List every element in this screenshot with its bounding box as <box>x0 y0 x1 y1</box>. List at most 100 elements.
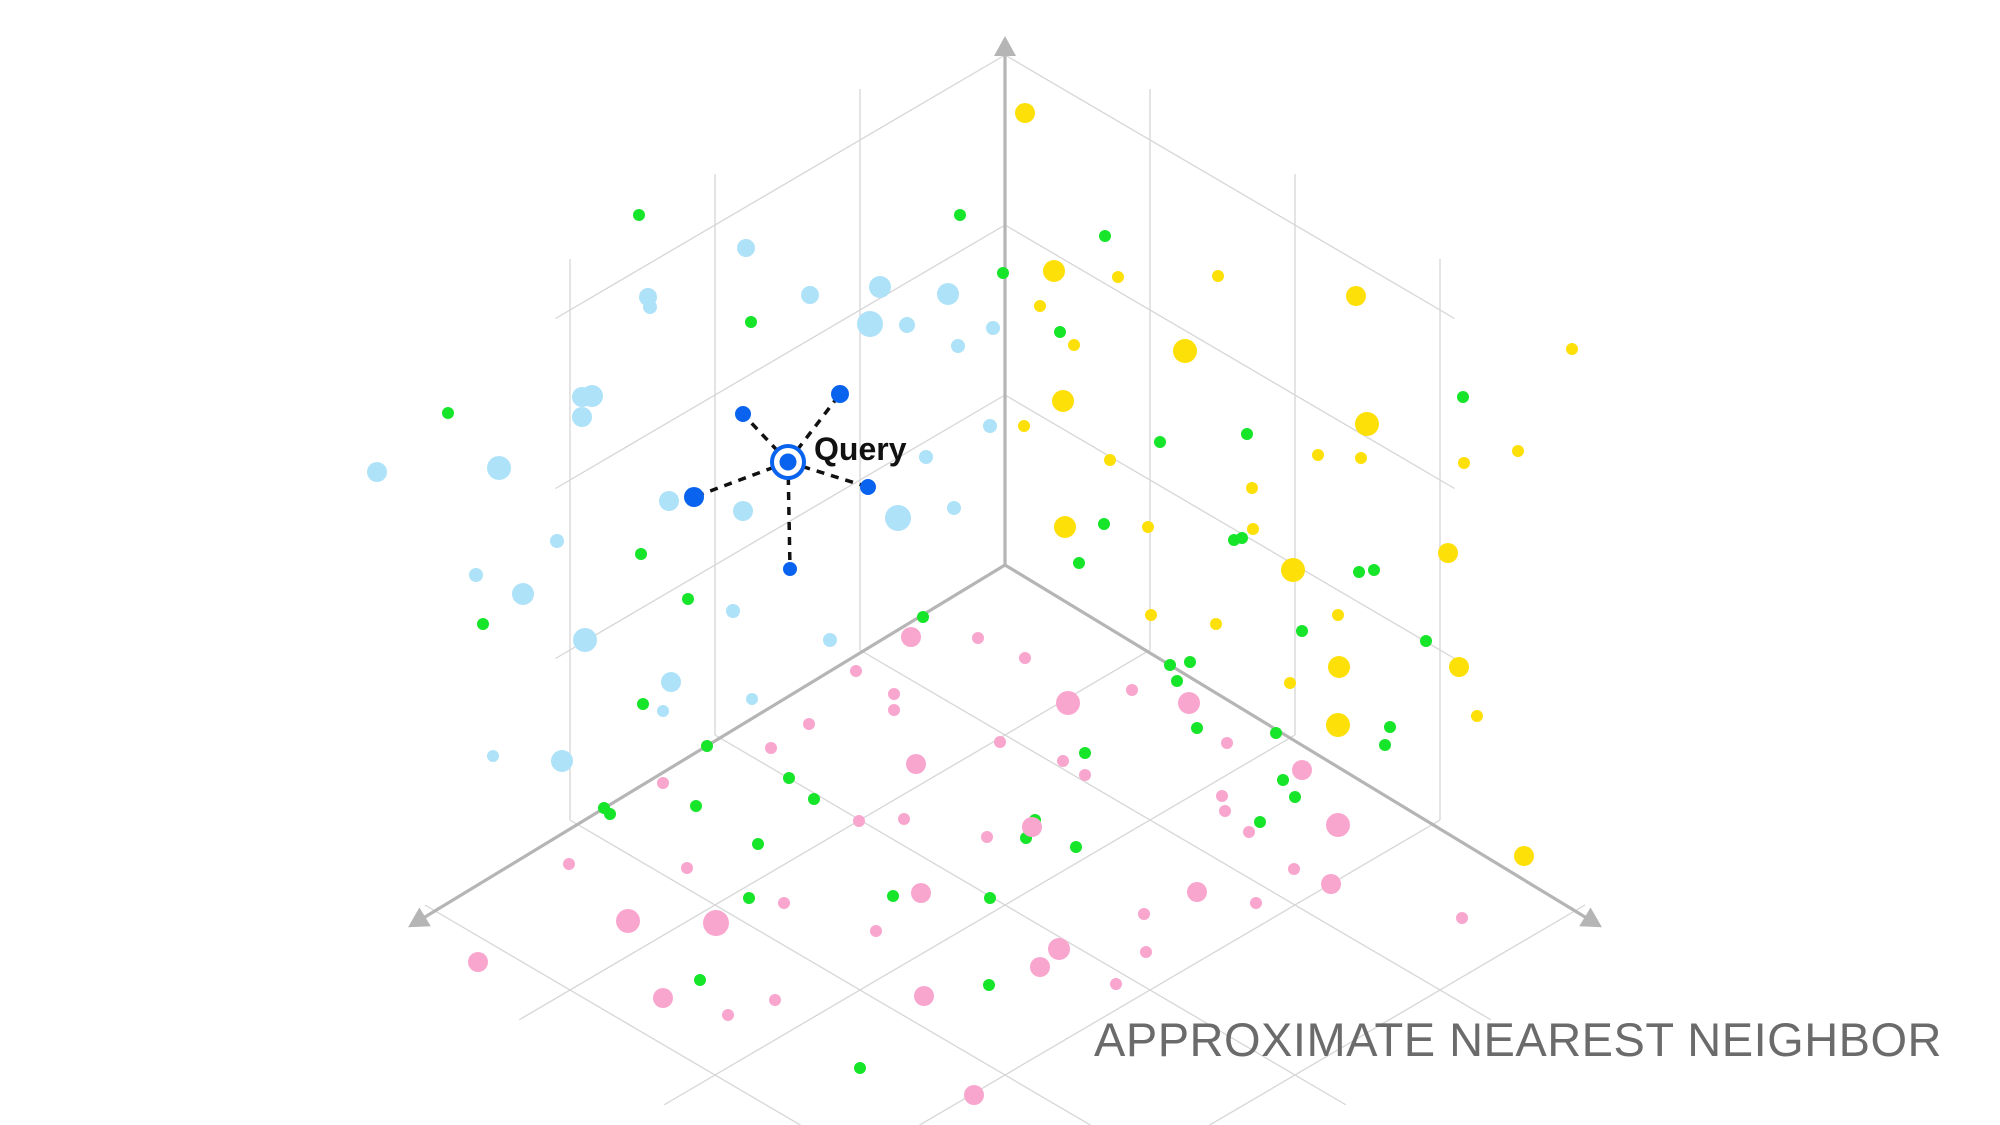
yellow-point <box>1034 300 1046 312</box>
query-point <box>780 454 797 471</box>
cyan-point <box>937 283 959 305</box>
cyan-point <box>919 450 933 464</box>
green-point <box>1420 635 1432 647</box>
green-point <box>1070 841 1082 853</box>
green-point <box>854 1062 866 1074</box>
green-point <box>1353 566 1365 578</box>
yellow-point <box>1018 420 1030 432</box>
green-point <box>690 800 702 812</box>
pink-point <box>1321 874 1341 894</box>
neighbor-point <box>684 487 704 507</box>
floor-grid-line <box>570 820 1201 1125</box>
yellow-point <box>1284 677 1296 689</box>
pink-point <box>722 1009 734 1021</box>
pink-point <box>850 665 862 677</box>
pink-point <box>901 627 921 647</box>
yellow-point <box>1145 609 1157 621</box>
cyan-point <box>469 568 483 582</box>
pink-point <box>994 736 1006 748</box>
pink-point <box>1126 684 1138 696</box>
query-group: Query <box>684 385 907 576</box>
cyan-point <box>986 321 1000 335</box>
floor-grid-line <box>809 820 1440 1125</box>
green-point <box>743 892 755 904</box>
yellow-point <box>1281 558 1305 582</box>
cyan-point <box>512 583 534 605</box>
green-point <box>984 892 996 904</box>
yellow-point <box>1173 339 1197 363</box>
green-point <box>917 611 929 623</box>
cyan-point <box>951 339 965 353</box>
pink-point <box>870 925 882 937</box>
left-wall-grid-line <box>556 395 1006 659</box>
yellow-point <box>1326 713 1350 737</box>
green-point <box>1368 564 1380 576</box>
pink-point <box>1140 946 1152 958</box>
yellow-point <box>1043 260 1065 282</box>
cyan-point <box>801 286 819 304</box>
neighbor-point <box>735 406 751 422</box>
pink-point <box>981 831 993 843</box>
yellow-point <box>1328 656 1350 678</box>
yellow-point <box>1438 543 1458 563</box>
cyan-point <box>885 505 911 531</box>
green-point <box>1171 675 1183 687</box>
green-point <box>1241 428 1253 440</box>
pink-point <box>1022 817 1042 837</box>
right-wall-grid-line <box>1005 225 1455 489</box>
yellow-point <box>1052 390 1074 412</box>
green-point <box>635 548 647 560</box>
green-point <box>1384 721 1396 733</box>
green-point <box>887 890 899 902</box>
green-point <box>1296 625 1308 637</box>
pink-point <box>972 632 984 644</box>
green-point <box>637 698 649 710</box>
green-point <box>701 740 713 752</box>
pink-point <box>681 862 693 874</box>
pink-point <box>1110 978 1122 990</box>
pink-point <box>1056 691 1080 715</box>
yellow-point <box>1355 452 1367 464</box>
cyan-point <box>857 311 883 337</box>
cyan-point <box>823 633 837 647</box>
cyan-point <box>367 462 387 482</box>
pink-point <box>906 754 926 774</box>
green-point <box>598 802 610 814</box>
axis-arrowhead <box>1579 907 1602 927</box>
pink-point <box>1456 912 1468 924</box>
yellow-point <box>1471 710 1483 722</box>
pink-point <box>1030 957 1050 977</box>
cyan-point <box>726 604 740 618</box>
cyan-point <box>737 239 755 257</box>
diagram-caption: APPROXIMATE NEAREST NEIGHBOR <box>1094 1012 1942 1067</box>
pink-point <box>653 988 673 1008</box>
cyan-point <box>487 456 511 480</box>
yellow-point <box>1458 457 1470 469</box>
axes <box>408 36 1602 927</box>
yellow-point <box>1104 454 1116 466</box>
green-point <box>997 267 1009 279</box>
green-point <box>745 316 757 328</box>
yellow-point <box>1015 103 1035 123</box>
green-point <box>1079 747 1091 759</box>
green-point <box>1184 656 1196 668</box>
pink-point <box>1292 760 1312 780</box>
green-point <box>1073 557 1085 569</box>
green-point <box>1098 518 1110 530</box>
pink-point <box>1216 790 1228 802</box>
pink-point <box>769 994 781 1006</box>
green-point <box>1099 230 1111 242</box>
yellow-point <box>1247 523 1259 535</box>
green-point <box>694 974 706 986</box>
yellow-point <box>1449 657 1469 677</box>
yellow-point <box>1346 286 1366 306</box>
pink-point <box>1243 826 1255 838</box>
pink-point <box>853 815 865 827</box>
pink-point <box>703 910 729 936</box>
green-point <box>1289 791 1301 803</box>
floor-grid-line <box>860 650 1491 1020</box>
pink-point <box>911 883 931 903</box>
yellow-point <box>1054 516 1076 538</box>
green-point <box>783 772 795 784</box>
green-point <box>1457 391 1469 403</box>
